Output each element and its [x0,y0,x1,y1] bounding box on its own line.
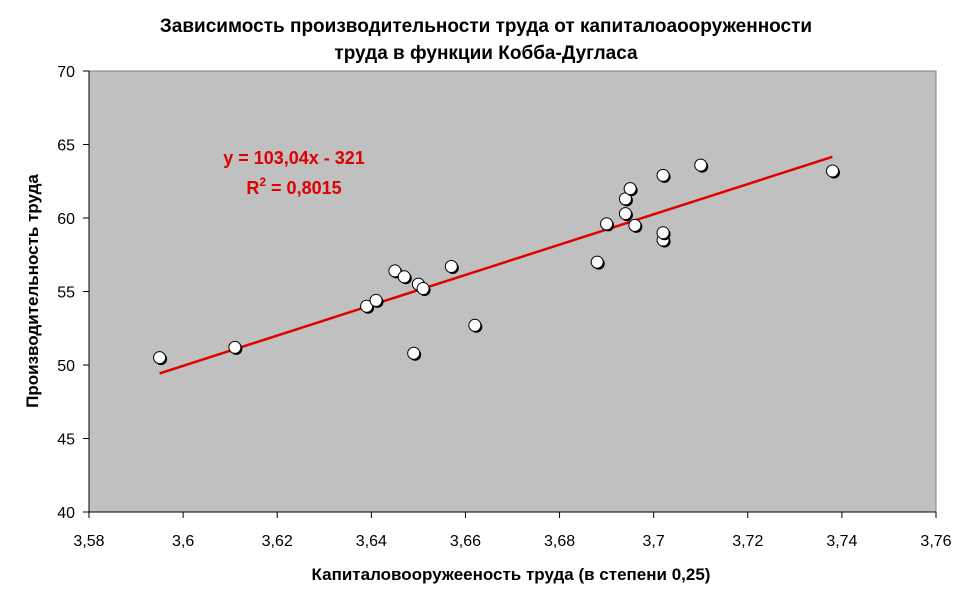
x-axis-label: Капиталовооружееность труда (в степени 0… [312,565,711,584]
x-axis: 3,58 3,6 3,62 3,64 3,66 3,68 3,7 3,72 3,74 3,76 [73,511,952,550]
x-tick-label: 3,66 [450,533,481,550]
data-point [407,346,421,360]
data-point [623,182,637,196]
r-squared-superscript: 2 [259,175,266,189]
data-point [694,158,708,172]
y-tick-label: 45 [57,432,75,449]
data-point [416,282,430,296]
chart-title-line-2: труда в функции Кобба-Дугласа [334,43,638,64]
data-point [618,207,632,221]
data-point [228,340,242,354]
r-squared-prefix: R [246,178,259,198]
y-axis: 40 45 50 55 60 65 70 [57,64,90,522]
x-tick-label: 3,58 [73,533,104,550]
data-point [397,270,411,284]
data-point [388,264,402,278]
y-tick-label: 70 [57,64,75,81]
data-point [444,260,458,274]
data-point [468,318,482,332]
y-axis-label: Производительность труда [23,174,42,408]
data-point [360,299,374,313]
x-tick-label: 3,76 [920,533,951,550]
x-tick-label: 3,62 [262,533,293,550]
x-tick-label: 3,72 [732,533,763,550]
x-tick-label: 3,68 [544,533,575,550]
x-tick-label: 3,74 [826,533,857,550]
data-point [590,255,604,269]
data-point [656,168,670,182]
x-tick-label: 3,6 [172,533,194,550]
x-tick-label: 3,64 [356,533,387,550]
data-point [369,293,383,307]
r-squared-label: R2 = 0,8015 [246,175,341,198]
plot-area [88,70,937,513]
trend-line [159,155,833,375]
data-point [153,351,167,365]
y-tick-label: 50 [57,358,75,375]
r-squared-value: = 0,8015 [266,178,342,198]
chart-title-line-1: Зависимость производительности труда от … [160,16,812,37]
y-tick-label: 60 [57,211,75,228]
x-tick-label: 3,7 [643,533,665,550]
y-tick-label: 40 [57,505,75,522]
y-tick-label: 65 [57,138,75,155]
data-point [825,164,839,178]
y-tick-label: 55 [57,285,75,302]
trend-equation: y = 103,04x - 321 [223,148,365,168]
data-point [628,218,642,232]
data-point [656,226,670,240]
data-point [600,217,614,231]
data-points [153,158,840,366]
